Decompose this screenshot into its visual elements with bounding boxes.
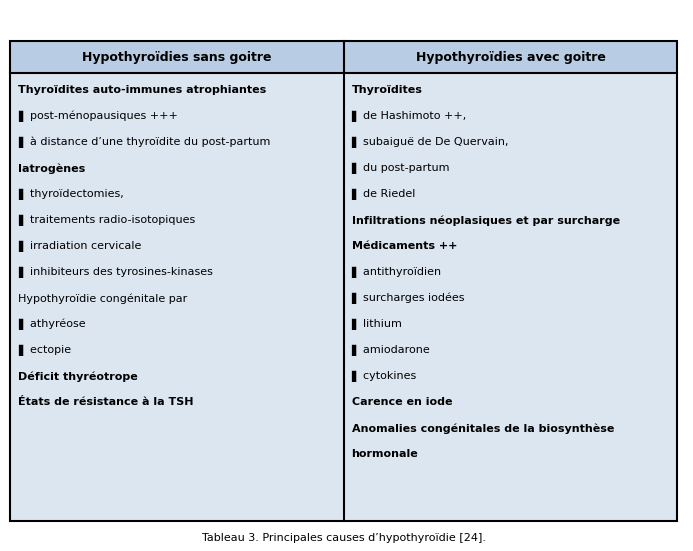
- Text: ▌ athyréose: ▌ athyréose: [18, 318, 85, 330]
- Text: ▌ post-ménopausiques +++: ▌ post-ménopausiques +++: [18, 111, 177, 122]
- Text: Déficit thyréotrope: Déficit thyréotrope: [18, 371, 138, 381]
- Text: Thyroïdites: Thyroïdites: [351, 85, 423, 95]
- Text: hormonale: hormonale: [351, 449, 419, 459]
- Text: Thyroïdites auto-immunes atrophiantes: Thyroïdites auto-immunes atrophiantes: [18, 85, 266, 95]
- Text: Infiltrations néoplasiques et par surcharge: Infiltrations néoplasiques et par surcha…: [351, 215, 620, 225]
- Bar: [10, 41, 677, 521]
- Text: Hypothyroïdies sans goitre: Hypothyroïdies sans goitre: [82, 51, 272, 63]
- Text: Iatrogènes: Iatrogènes: [18, 163, 85, 174]
- Text: ▌ ectopie: ▌ ectopie: [18, 344, 71, 356]
- Text: ▌ de Riedel: ▌ de Riedel: [351, 188, 416, 200]
- Text: Hypothyroïdies avec goitre: Hypothyroïdies avec goitre: [416, 51, 606, 63]
- Bar: [10, 41, 344, 73]
- Text: ▌ antithyroïdien: ▌ antithyroïdien: [351, 267, 441, 278]
- Text: ▌ du post-partum: ▌ du post-partum: [351, 163, 450, 174]
- Text: ▌ surcharges iodées: ▌ surcharges iodées: [351, 293, 465, 304]
- Text: ▌ traitements radio-isotopiques: ▌ traitements radio-isotopiques: [18, 215, 195, 226]
- Text: Hypothyroïdie congénitale par: Hypothyroïdie congénitale par: [18, 293, 187, 304]
- Text: ▌ de Hashimoto ++,: ▌ de Hashimoto ++,: [351, 111, 467, 122]
- Text: Carence en iode: Carence en iode: [351, 397, 452, 407]
- Text: ▌ subaiguë de De Quervain,: ▌ subaiguë de De Quervain,: [351, 137, 509, 148]
- Text: ▌ lithium: ▌ lithium: [351, 318, 403, 330]
- Text: ▌ cytokines: ▌ cytokines: [351, 371, 416, 382]
- Text: ▌ irradiation cervicale: ▌ irradiation cervicale: [18, 241, 141, 252]
- Text: Anomalies congénitales de la biosynthèse: Anomalies congénitales de la biosynthèse: [351, 423, 614, 434]
- Text: Médicaments ++: Médicaments ++: [351, 241, 457, 251]
- Text: ▌ à distance d’une thyroïdite du post-partum: ▌ à distance d’une thyroïdite du post-pa…: [18, 137, 270, 148]
- Bar: [10, 73, 677, 521]
- Bar: [344, 41, 677, 73]
- Text: États de résistance à la TSH: États de résistance à la TSH: [18, 397, 193, 407]
- Text: Tableau 3. Principales causes d’hypothyroïdie [24].: Tableau 3. Principales causes d’hypothyr…: [202, 533, 486, 543]
- Text: ▌ thyroïdectomies,: ▌ thyroïdectomies,: [18, 188, 123, 200]
- Text: ▌ amiodarone: ▌ amiodarone: [351, 344, 430, 356]
- Text: ▌ inhibiteurs des tyrosines-kinases: ▌ inhibiteurs des tyrosines-kinases: [18, 267, 213, 278]
